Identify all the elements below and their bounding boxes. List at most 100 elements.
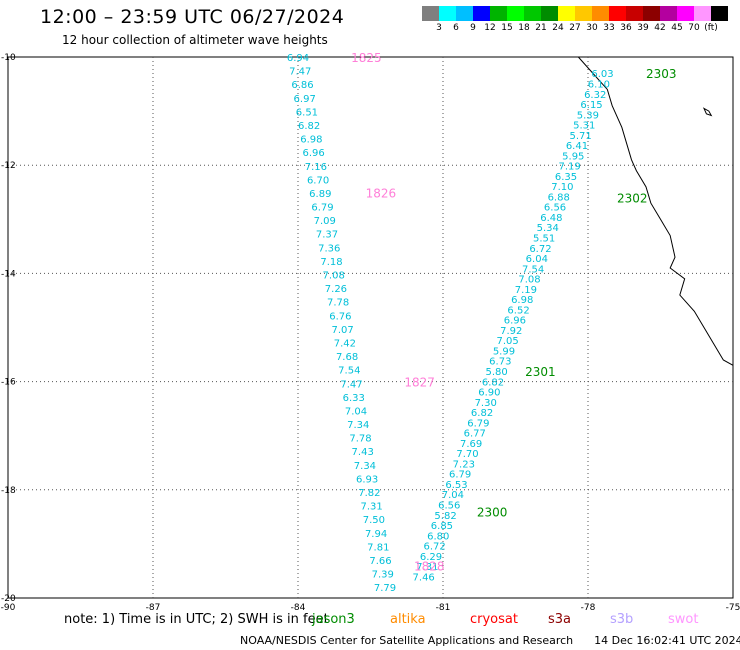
x-tick-label: -87 [146, 603, 161, 613]
wave-height-value: 6.52 [507, 305, 529, 316]
colorbar-swatch [626, 6, 643, 21]
wave-height-value: 6.32 [584, 90, 606, 101]
wave-height-value: 6.79 [467, 418, 489, 429]
wave-height-value: 7.54 [522, 264, 544, 275]
island [702, 107, 713, 117]
units-note: note: 1) Time is in UTC; 2) SWH is in fe… [64, 612, 329, 627]
y-tick-label: -20 [1, 594, 16, 604]
wave-height-value: 6.33 [343, 393, 365, 404]
pass-label: 1825 [351, 51, 382, 65]
colorbar-swatch [524, 6, 541, 21]
colorbar-swatch [456, 6, 473, 21]
wave-height-value: 5.51 [533, 234, 555, 245]
pass-label: 1826 [366, 186, 397, 200]
wave-height-value: 6.29 [420, 552, 442, 563]
colorbar-label: 70 [688, 23, 700, 33]
wave-height-value: 7.66 [369, 556, 391, 567]
wave-height-value: 6.70 [307, 175, 329, 186]
colorbar-label: 21 [535, 23, 547, 33]
wave-height-value: 6.77 [464, 429, 486, 440]
wave-height-value: 7.30 [475, 398, 497, 409]
wave-height-value: 7.37 [316, 230, 338, 241]
wave-height-value: 6.56 [544, 203, 566, 214]
colorbar-swatches [422, 6, 728, 21]
wave-height-value: 6.04 [526, 254, 548, 265]
wave-height-value: 6.03 [591, 69, 613, 80]
colorbar-swatch [677, 6, 694, 21]
pass-label: 1828 [414, 560, 445, 574]
wave-height-value: 6.98 [300, 135, 322, 146]
y-tick-label: -12 [1, 161, 16, 171]
wave-height-value: 6.98 [511, 295, 533, 306]
wave-height-value: 7.19 [559, 162, 581, 173]
wave-height-value: 6.85 [431, 521, 453, 532]
colorbar-label: 18 [518, 23, 530, 33]
wave-height-value: 6.90 [478, 388, 500, 399]
colorbar-label: 15 [501, 23, 513, 33]
wave-height-value: 7.04 [345, 406, 367, 417]
pass-label: 2303 [646, 67, 677, 81]
wave-height-value: 7.26 [325, 284, 347, 295]
wave-height-value: 7.10 [551, 182, 573, 193]
colorbar-swatch [711, 6, 728, 21]
colorbar-label: 24 [552, 23, 564, 33]
credit-text: NOAA/NESDIS Center for Satellite Applica… [240, 634, 574, 647]
wave-height-value: 7.79 [374, 583, 396, 594]
colorbar-swatch [694, 6, 711, 21]
colorbar-label: 27 [569, 23, 581, 33]
wave-height-value: 5.95 [562, 151, 584, 162]
y-tick-label: -16 [1, 378, 16, 388]
x-tick-label: -78 [581, 603, 596, 613]
wave-height-value: 7.54 [338, 366, 360, 377]
wave-height-value: 6.48 [540, 213, 562, 224]
y-tick-label: -14 [1, 269, 16, 279]
colorbar-label: 9 [470, 23, 476, 33]
x-tick-label: -90 [1, 603, 16, 613]
colorbar-label: 3 [436, 23, 442, 33]
satellite-legend-cryosat: cryosat [470, 612, 518, 627]
wave-height-value: 6.72 [529, 244, 551, 255]
colorbar-label: 42 [654, 23, 666, 33]
colorbar-label: 6 [453, 23, 459, 33]
wave-height-value: 6.56 [438, 500, 460, 511]
wave-height-value: 6.72 [423, 542, 445, 553]
wave-height-value: 7.78 [327, 298, 349, 309]
wave-height-value: 7.19 [515, 285, 537, 296]
colorbar-labels: 3 6 9 12 15 18 21 24 27 30 33 36 39 42 45 70 (ft) [422, 21, 728, 35]
wave-height-value: 7.68 [336, 352, 358, 363]
colorbar-swatch [558, 6, 575, 21]
wave-height-value: 7.34 [354, 461, 376, 472]
pass-label: 2300 [477, 505, 508, 519]
satellite-legend-altika: altika [390, 612, 426, 627]
wave-height-value: 7.23 [453, 459, 475, 470]
colorbar-swatch [575, 6, 592, 21]
wave-height-value: 6.94 [287, 53, 309, 64]
wave-height-value: 7.04 [442, 490, 464, 501]
coastline [577, 56, 734, 366]
timestamp-text: 14 Dec 16:02:41 UTC 2024 [594, 634, 740, 647]
satellite-legend-s3a: s3a [548, 612, 572, 627]
wave-height-value: 7.31 [416, 562, 438, 573]
pass-label: 2302 [617, 192, 648, 206]
wave-height-colorbar: 3 6 9 12 15 18 21 24 27 30 33 36 39 42 45 70 (ft) [422, 6, 728, 35]
wave-height-value: 6.15 [580, 100, 602, 111]
colorbar-label: 12 [484, 23, 496, 33]
wave-height-value: 7.42 [334, 338, 356, 349]
wave-height-value: 6.41 [566, 141, 588, 152]
wave-height-value: 6.89 [309, 189, 331, 200]
satellite-legend-swot: swot [668, 612, 699, 627]
x-tick-label: -75 [726, 603, 740, 613]
wave-height-value: 6.97 [294, 94, 316, 105]
wave-height-value: 7.39 [372, 570, 394, 581]
wave-height-value: 6.80 [427, 531, 449, 542]
wave-height-value: 6.53 [445, 480, 467, 491]
wave-height-value: 5.71 [569, 131, 591, 142]
wave-height-value: 7.47 [289, 67, 311, 78]
satellite-legend-s3b: s3b [610, 612, 634, 627]
wave-height-value: 6.82 [482, 377, 504, 388]
wave-height-value: 6.88 [548, 192, 570, 203]
wave-height-value: 6.51 [296, 107, 318, 118]
colorbar-swatch [592, 6, 609, 21]
wave-height-value: 7.16 [305, 162, 327, 173]
